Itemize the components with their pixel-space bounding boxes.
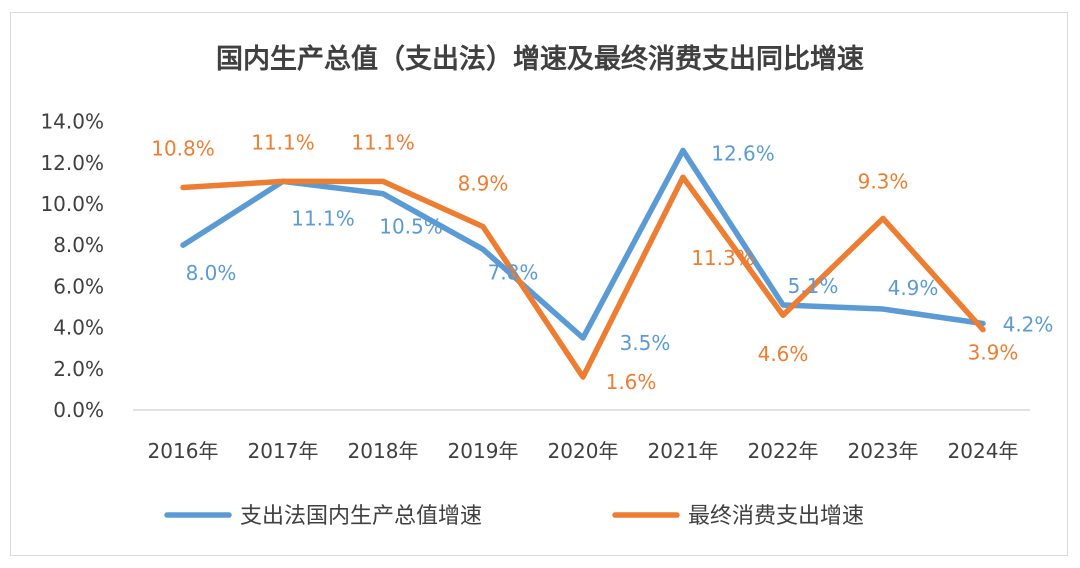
y-tick-label: 10.0% [40,192,104,216]
series-layer [180,147,986,380]
data-label-gdp: 7.8% [488,260,539,284]
x-tick-label: 2024年 [948,439,1019,463]
axis-layer: 0.0% 2.0% 4.0% 6.0% 8.0% 10.0% 12.0% 14.0% 2016年… [40,110,1030,463]
x-tick-label: 2022年 [748,439,819,463]
data-label-consumption: 1.6% [606,370,657,394]
data-label-consumption: 10.8% [151,137,215,161]
x-tick-label: 2019年 [448,439,519,463]
y-tick-label: 6.0% [53,274,104,298]
data-label-consumption: 11.1% [251,130,315,154]
y-tick-label: 8.0% [53,233,104,257]
y-tick-label: 12.0% [40,151,104,175]
data-label-consumption: 3.9% [968,341,1019,365]
data-label-gdp: 11.1% [291,206,355,230]
y-tick-label: 0.0% [53,398,104,422]
data-label-consumption: 11.1% [351,130,415,154]
series-line-gdp [180,147,986,341]
legend-label: 支出法国内生产总值增速 [240,504,482,529]
data-label-consumption: 4.6% [758,342,809,366]
x-tick-label: 2018年 [348,439,419,463]
x-tick-label: 2020年 [548,439,619,463]
data-label-gdp: 3.5% [620,331,671,355]
chart-title: 国内生产总值（支出法）增速及最终消费支出同比增速 [216,43,864,75]
legend: 支出法国内生产总值增速 最终消费支出增速 [164,504,864,529]
x-tick-label: 2023年 [848,439,919,463]
y-tick-label: 4.0% [53,316,104,340]
y-tick-label: 2.0% [53,357,104,381]
legend-label: 最终消费支出增速 [688,504,864,529]
data-label-consumption: 9.3% [858,169,909,193]
x-tick-label: 2017年 [248,439,319,463]
data-label-gdp: 5.1% [788,274,839,298]
data-label-gdp: 12.6% [711,141,775,165]
data-label-gdp: 4.9% [888,276,939,300]
data-label-gdp: 10.5% [379,215,443,239]
x-tick-label: 2016年 [148,439,219,463]
data-label-consumption: 8.9% [458,172,509,196]
data-label-gdp: 8.0% [186,261,237,285]
y-tick-label: 14.0% [40,110,104,134]
data-label-gdp: 4.2% [1003,312,1054,336]
data-label-consumption: 11.3% [691,246,755,270]
chart-frame [10,12,1068,556]
x-tick-label: 2021年 [648,439,719,463]
label-layer: 8.0% 11.1% 10.5% 7.8% 3.5% 12.6% 5.1% 4.9% 4.2% 1… [151,130,1053,394]
series-line-consumption [180,174,986,380]
